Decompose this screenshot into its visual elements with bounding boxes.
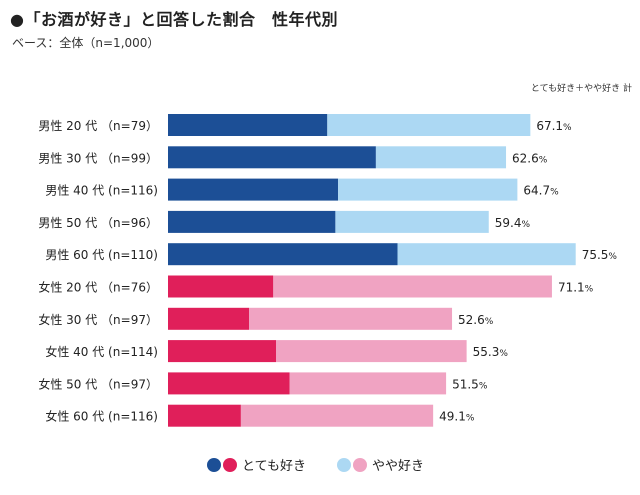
legend-swatch-male [337,458,351,472]
total-header-label: とても好き＋やや好き 計 [531,82,632,94]
total-value-label: 71.1% [558,281,594,295]
bar-segment-light [249,307,453,330]
bar-segment-strong [168,275,274,298]
bar-segment-light [338,178,518,201]
bar-segment-light [335,210,489,233]
legend-swatch-female [353,458,367,472]
base-note: ベース：全体（n=1,000） [12,36,160,50]
category-label: 男性 30 代 （n=99） [38,151,158,165]
bar-segment-light [240,404,434,427]
category-label: 女性 50 代 （n=97） [38,376,158,391]
bar-segment-strong [168,210,336,233]
bar-segment-light [289,372,447,395]
category-label: 女性 40 代 (n=114) [45,344,158,359]
bar-segment-strong [168,178,339,201]
bar-segment-light [273,275,552,298]
category-label: 男性 20 代 （n=79） [38,119,158,133]
bar-segment-light [276,340,467,363]
category-label: 女性 20 代 （n=76） [38,280,158,295]
bar-segment-strong [168,146,376,169]
bar-segment-strong [168,404,241,427]
bar-segment-strong [168,340,276,363]
bar-segment-light [375,146,507,169]
category-label: 男性 50 代 （n=96） [38,216,158,230]
bar-segment-strong [168,372,290,395]
total-value-label: 55.3% [473,345,509,359]
total-value-label: 59.4% [495,216,531,230]
legend-swatch-male [207,458,221,472]
bar-segment-strong [168,114,328,136]
bar-segment-strong [168,307,249,330]
total-value-label: 64.7% [523,184,559,198]
category-label: 男性 40 代 (n=116) [45,184,158,198]
bar-segment-light [327,114,531,136]
legend-swatch-female [223,458,237,472]
legend-label: やや好き [372,459,424,474]
category-label: 女性 30 代 （n=97） [38,312,158,327]
total-value-label: 62.6% [512,151,548,165]
total-value-label: 52.6% [458,313,494,327]
total-value-label: 49.1% [439,410,475,424]
total-value-label: 51.5% [452,377,488,391]
total-value-label: 75.5% [582,248,618,262]
bar-segment-strong [168,243,398,266]
total-value-label: 67.1% [536,119,572,133]
bar-segment-light [397,243,576,266]
chart-title: ●「お酒が好き」と回答した割合 性年代別 [10,10,338,29]
category-label: 女性 60 代 (n=116) [45,409,158,424]
category-label: 男性 60 代 (n=110) [45,248,158,262]
legend: とても好き やや好き [207,458,424,474]
legend-label: とても好き [242,459,306,474]
